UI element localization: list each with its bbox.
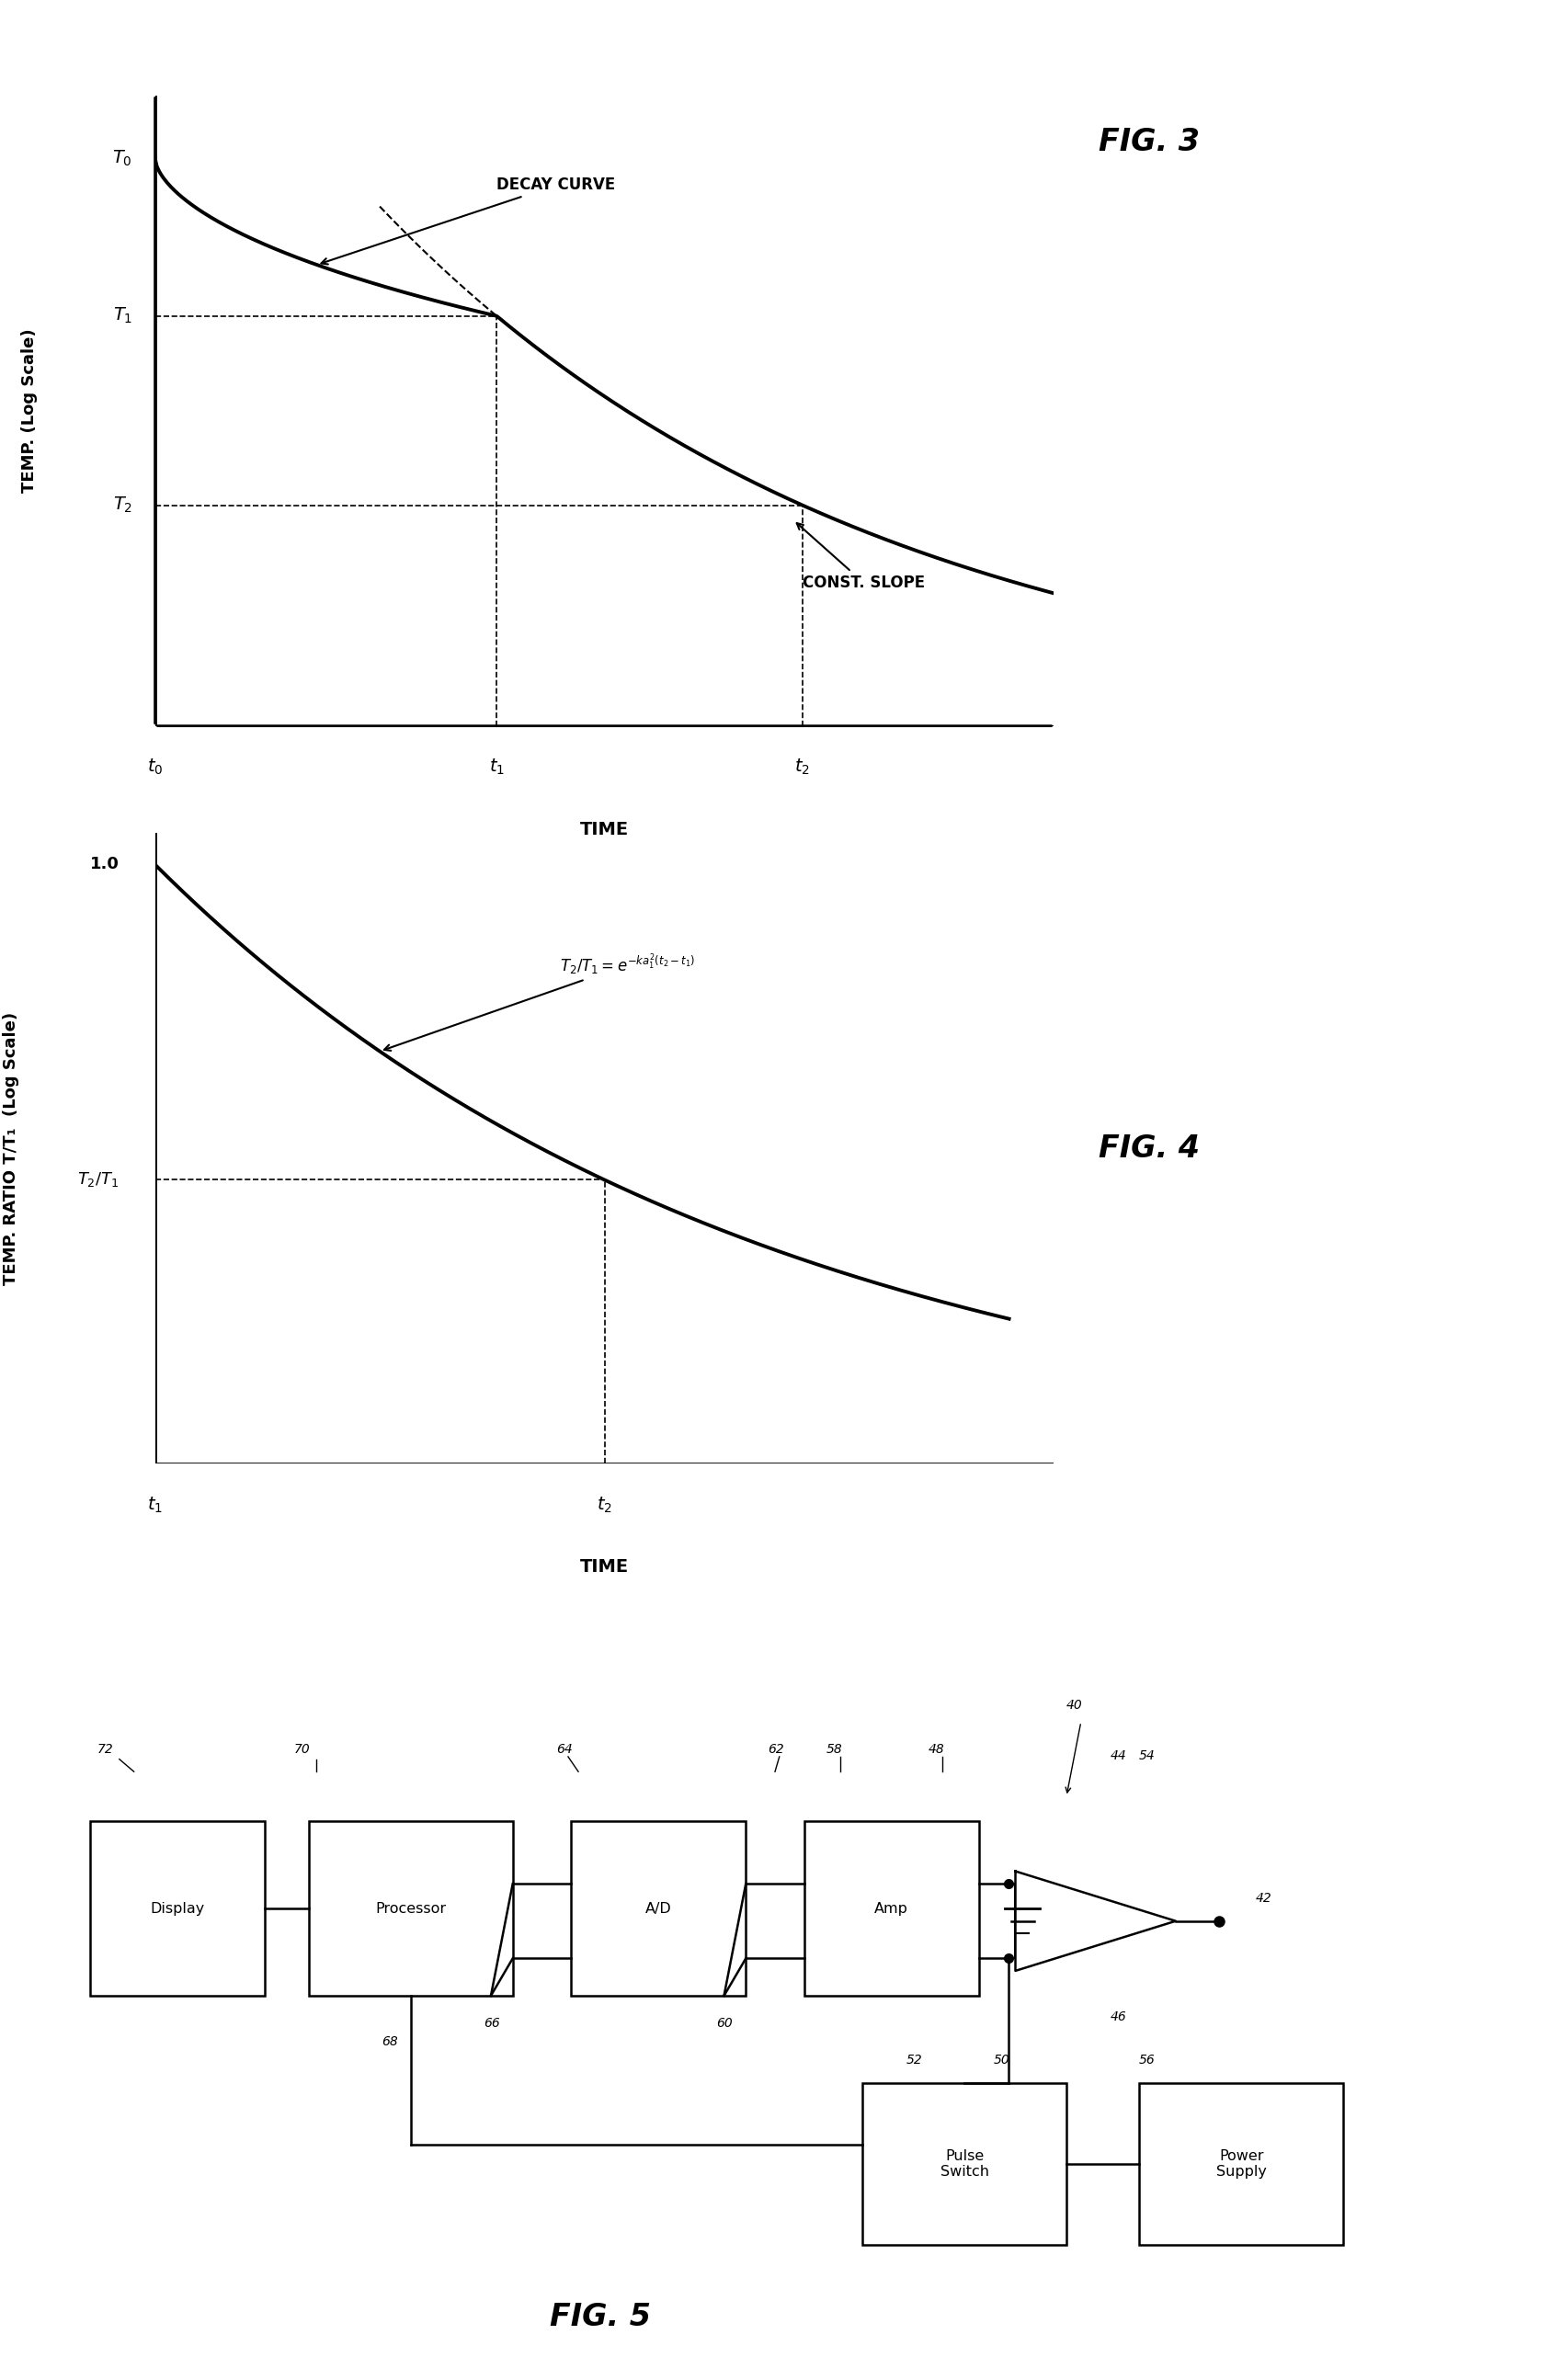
Text: $T_2/T_1$: $T_2/T_1$ xyxy=(78,1171,119,1190)
Text: 54: 54 xyxy=(1139,1749,1156,1761)
Text: Amp: Amp xyxy=(874,1902,908,1916)
Text: 58: 58 xyxy=(826,1742,842,1756)
Bar xyxy=(90,1821,265,1997)
Text: CONST. SLOPE: CONST. SLOPE xyxy=(797,524,925,590)
Text: FIG. 3: FIG. 3 xyxy=(1099,126,1200,157)
Text: $T_2$: $T_2$ xyxy=(113,495,133,514)
Text: FIG. 5: FIG. 5 xyxy=(550,2301,651,2332)
Text: 56: 56 xyxy=(1139,2054,1156,2066)
Text: 44: 44 xyxy=(1110,1749,1127,1761)
Text: 42: 42 xyxy=(1256,1892,1273,1904)
Text: TEMP. (Log Scale): TEMP. (Log Scale) xyxy=(20,328,37,493)
Text: $t_2$: $t_2$ xyxy=(597,1495,612,1514)
Text: Pulse
Switch: Pulse Switch xyxy=(939,2149,989,2178)
Text: 70: 70 xyxy=(295,1742,310,1756)
Text: DECAY CURVE: DECAY CURVE xyxy=(321,176,615,264)
Text: Power
Supply: Power Supply xyxy=(1217,2149,1266,2178)
Text: A/D: A/D xyxy=(645,1902,671,1916)
Text: 50: 50 xyxy=(994,2054,1011,2066)
Text: 72: 72 xyxy=(98,1742,113,1756)
Text: $t_0$: $t_0$ xyxy=(147,757,163,776)
Text: TIME: TIME xyxy=(580,1559,629,1576)
Text: $T_0$: $T_0$ xyxy=(113,148,133,169)
Text: 1.0: 1.0 xyxy=(90,857,119,873)
Text: Processor: Processor xyxy=(375,1902,446,1916)
Bar xyxy=(804,1821,980,1997)
Text: $t_2$: $t_2$ xyxy=(795,757,811,776)
Text: $T_2/T_1=e^{-ka^2_1(t_2-t_1)}$: $T_2/T_1=e^{-ka^2_1(t_2-t_1)}$ xyxy=(384,952,694,1050)
Text: 40: 40 xyxy=(1066,1699,1083,1711)
Text: 62: 62 xyxy=(767,1742,784,1756)
Text: 66: 66 xyxy=(484,2016,501,2030)
Bar xyxy=(570,1821,746,1997)
Bar xyxy=(308,1821,513,1997)
Bar xyxy=(1139,2082,1344,2244)
Text: FIG. 4: FIG. 4 xyxy=(1099,1133,1200,1164)
Text: TIME: TIME xyxy=(580,821,629,838)
Text: $T_1$: $T_1$ xyxy=(113,307,133,326)
Text: 60: 60 xyxy=(716,2016,733,2030)
Text: Display: Display xyxy=(150,1902,205,1916)
Text: 52: 52 xyxy=(907,2054,922,2066)
Text: $t_1$: $t_1$ xyxy=(147,1495,163,1514)
Text: $t_1$: $t_1$ xyxy=(488,757,504,776)
Bar xyxy=(862,2082,1066,2244)
Text: 48: 48 xyxy=(928,1742,944,1756)
Text: 46: 46 xyxy=(1110,2011,1127,2023)
Text: 64: 64 xyxy=(556,1742,574,1756)
Text: 68: 68 xyxy=(381,2035,398,2049)
Text: TEMP. RATIO T/T₁  (Log Scale): TEMP. RATIO T/T₁ (Log Scale) xyxy=(3,1012,20,1285)
